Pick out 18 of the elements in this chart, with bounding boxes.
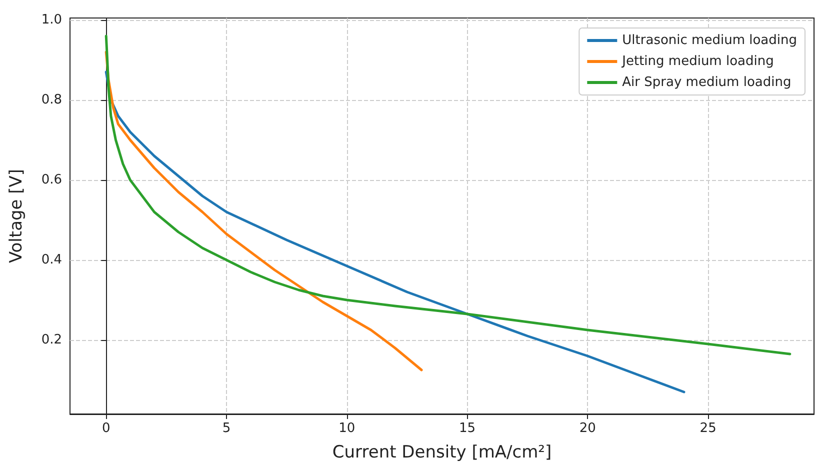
y-tick-label: 0.4	[41, 252, 62, 268]
x-axis-title: Current Density [mA/cm²]	[332, 442, 552, 462]
y-axis-title: Voltage [V]	[6, 168, 26, 264]
y-tick-label: 0.6	[41, 172, 62, 188]
legend-label: Air Spray medium loading	[622, 75, 792, 90]
x-tick-label: 10	[338, 421, 356, 436]
x-tick-label: 5	[222, 421, 231, 436]
x-tick-label: 25	[700, 421, 716, 436]
legend-label: Jetting medium loading	[621, 54, 774, 69]
x-tick-label: 0	[102, 421, 110, 436]
x-tick-label: 20	[579, 421, 596, 436]
legend-label: Ultrasonic medium loading	[622, 33, 798, 48]
line-series	[104, 50, 423, 372]
y-tick-label: 1.0	[41, 12, 62, 28]
x-tick-label: 15	[459, 421, 476, 436]
line-series	[104, 70, 686, 394]
y-tick-label: 0.8	[41, 92, 62, 108]
y-tick-label: 0.2	[41, 332, 62, 348]
